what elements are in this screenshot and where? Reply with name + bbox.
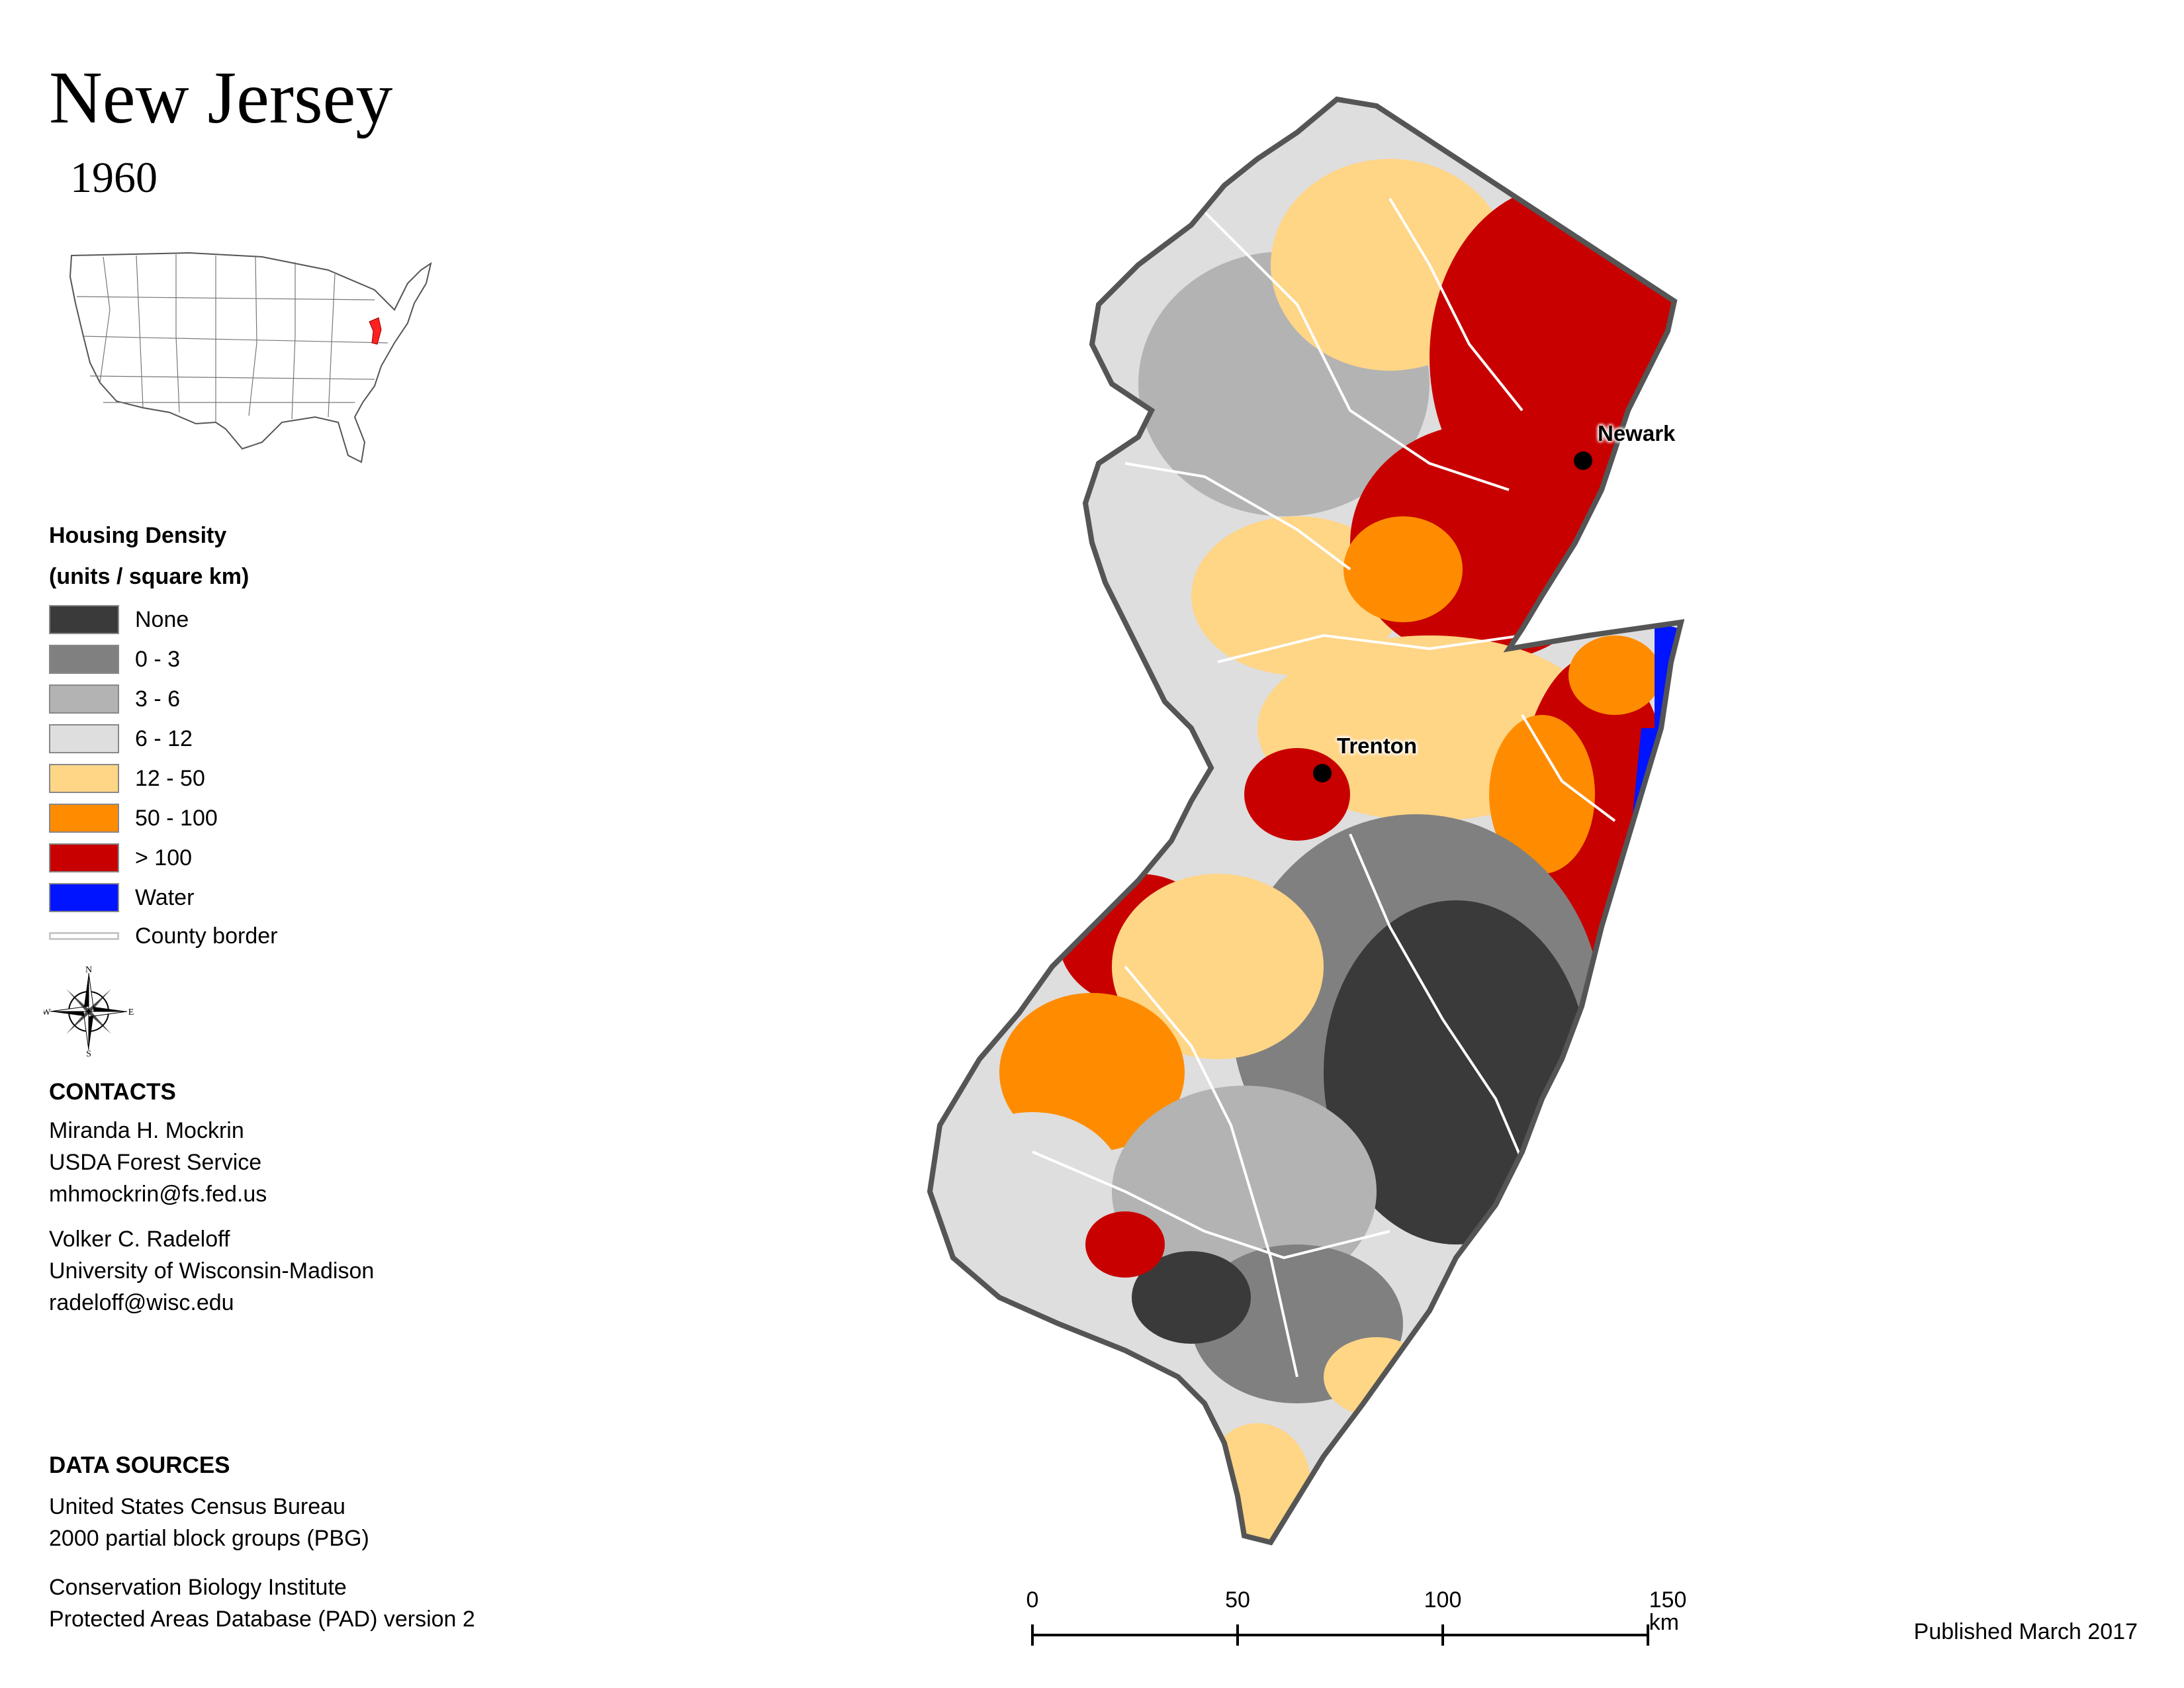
- legend-item-gt-100: > 100: [49, 842, 380, 874]
- county-borders: [1032, 197, 1616, 1378]
- trenton-label: Trenton: [1337, 733, 1417, 758]
- legend-units: (units / square km): [49, 564, 250, 589]
- legend-label: > 100: [135, 845, 193, 870]
- legend-heading: Housing Density: [49, 523, 227, 548]
- compass-s: S: [86, 1049, 91, 1056]
- legend-item-0-3: 0 - 3: [49, 643, 380, 675]
- contacts-section: CONTACTS Miranda H. Mockrin USDA Forest …: [49, 1076, 374, 1319]
- data-sources-heading: DATA SOURCES: [49, 1452, 230, 1478]
- map-year: 1960: [70, 154, 158, 202]
- legend-swatch: [49, 804, 119, 833]
- legend-label: 0 - 3: [135, 646, 181, 672]
- scale-tick-label: 150 km: [1649, 1587, 1687, 1635]
- compass-n: N: [85, 966, 92, 975]
- density-regions: [930, 99, 1681, 1542]
- contact-org: USDA Forest Service: [49, 1150, 262, 1175]
- contact-1: Miranda H. Mockrin USDA Forest Service m…: [49, 1115, 374, 1210]
- state-outline: [927, 96, 1685, 1546]
- scale-tick-label: 50: [1225, 1587, 1250, 1613]
- compass-rose-icon: N S E W: [44, 966, 134, 1056]
- legend-swatch: [49, 724, 119, 753]
- legend-swatch: [49, 764, 119, 793]
- legend-label: County border: [135, 923, 278, 949]
- contact-name: Volker C. Radeloff: [49, 1227, 230, 1252]
- data-source-line: Protected Areas Database (PAD) version 2: [49, 1607, 475, 1632]
- legend-swatch: [49, 684, 119, 714]
- legend-label: 50 - 100: [135, 805, 218, 831]
- county-border-swatch: [49, 932, 119, 940]
- new-jersey-highlight: [369, 317, 382, 345]
- data-source-line: 2000 partial block groups (PBG): [49, 1526, 369, 1551]
- contacts-heading: CONTACTS: [49, 1079, 176, 1105]
- contact-org: University of Wisconsin-Madison: [49, 1258, 375, 1284]
- data-sources-section: DATA SOURCES United States Census Bureau…: [49, 1450, 475, 1635]
- legend-label: None: [135, 606, 189, 632]
- legend-label: 3 - 6: [135, 686, 181, 712]
- map-title: New Jersey: [49, 57, 393, 139]
- scale-tick-label: 0: [1026, 1587, 1039, 1613]
- legend-item-water: Water: [49, 882, 380, 914]
- state-borders: [76, 254, 388, 422]
- legend-item-50-100: 50 - 100: [49, 802, 380, 834]
- legend-item-6-12: 6 - 12: [49, 723, 380, 755]
- legend-item-3-6: 3 - 6: [49, 683, 380, 715]
- published-date: Published March 2017: [1913, 1619, 2138, 1644]
- legend-label: 6 - 12: [135, 726, 193, 751]
- legend-item-12-50: 12 - 50: [49, 763, 380, 794]
- contact-email[interactable]: mhmockrin@fs.fed.us: [49, 1182, 267, 1207]
- us-outline: [69, 252, 432, 463]
- legend-item-county-border: County border: [49, 920, 380, 952]
- legend-swatch: [49, 843, 119, 872]
- trenton-marker: [1313, 764, 1332, 782]
- new-jersey-housing-density-map: [927, 96, 1685, 1546]
- legend-swatch: [49, 883, 119, 912]
- newark-marker: [1574, 451, 1592, 470]
- scale-tick-label: 100: [1424, 1587, 1462, 1613]
- data-source-line: United States Census Bureau: [49, 1494, 345, 1519]
- legend-item-none: None: [49, 604, 380, 635]
- contact-2: Volker C. Radeloff University of Wiscons…: [49, 1223, 374, 1319]
- scale-bar: 0 50 100 150 km: [1019, 1587, 1686, 1648]
- legend-label: Water: [135, 884, 195, 910]
- legend-swatch: [49, 605, 119, 634]
- data-source-line: Conservation Biology Institute: [49, 1575, 347, 1600]
- compass-e: E: [128, 1008, 134, 1017]
- contact-name: Miranda H. Mockrin: [49, 1118, 244, 1143]
- legend-label: 12 - 50: [135, 765, 205, 791]
- newark-label: Newark: [1598, 421, 1676, 445]
- scale-bar-line: [1031, 1624, 1649, 1646]
- compass-w: W: [44, 1008, 51, 1017]
- legend-swatch: [49, 645, 119, 674]
- us-locator-inset-map: [69, 252, 432, 463]
- contact-email[interactable]: radeloff@wisc.edu: [49, 1290, 234, 1315]
